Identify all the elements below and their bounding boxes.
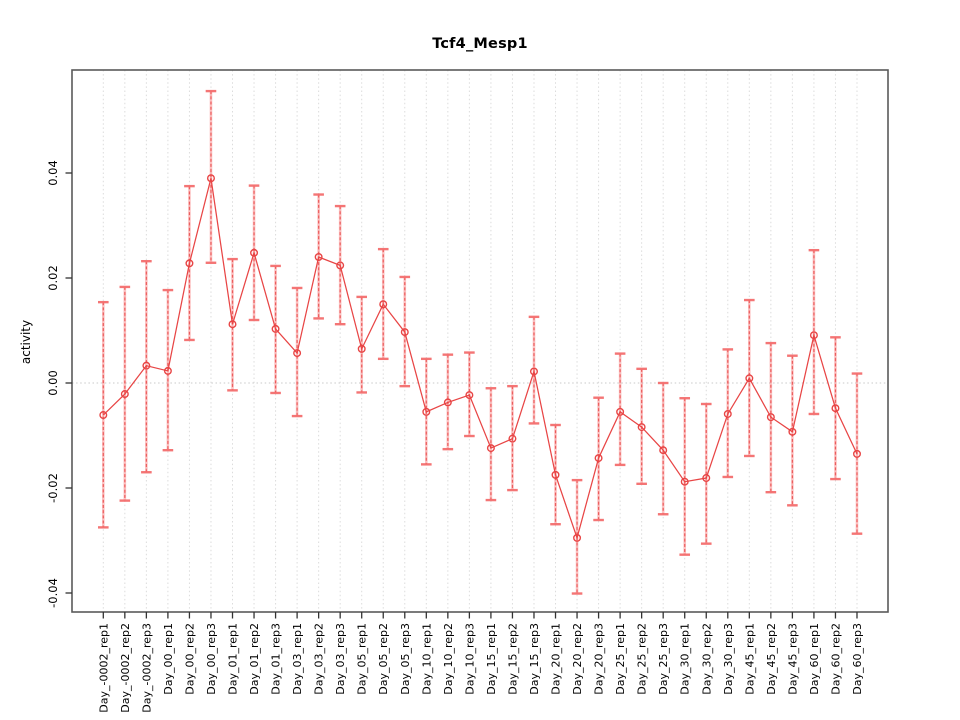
x-tick-label: Day_10_rep3 <box>463 623 476 695</box>
data-point <box>745 374 754 383</box>
data-point <box>163 366 172 375</box>
x-tick-label: Day_01_rep1 <box>227 623 240 695</box>
chart-title: Tcf4_Mesp1 <box>432 36 528 52</box>
x-tick-label: Day_15_rep1 <box>485 623 498 695</box>
x-tick-label: Day_25_rep2 <box>636 623 649 695</box>
data-point <box>271 324 280 333</box>
data-point <box>529 367 538 376</box>
data-point <box>594 454 603 463</box>
data-point <box>336 261 345 270</box>
data-point <box>788 427 797 436</box>
data-point <box>831 404 840 413</box>
data-point <box>659 446 668 455</box>
x-tick-label: Day_20_rep2 <box>571 623 584 695</box>
y-tick-label: 0.02 <box>46 265 60 291</box>
data-point <box>723 409 732 418</box>
x-tick-label: Day_20_rep1 <box>550 623 563 695</box>
y-tick-label: -0.04 <box>46 578 60 608</box>
x-tick-label: Day_25_rep1 <box>614 623 627 695</box>
x-tick-label: Day_01_rep3 <box>270 623 283 695</box>
data-point <box>852 449 861 458</box>
data-point <box>680 477 689 486</box>
data-point <box>465 391 474 400</box>
data-point <box>99 411 108 420</box>
data-point <box>702 474 711 483</box>
x-tick-label: Day_10_rep2 <box>442 623 455 695</box>
data-point <box>120 390 129 399</box>
x-tick-label: Day_60_rep2 <box>829 623 842 695</box>
x-tick-label: Day_30_rep3 <box>722 623 735 695</box>
x-tick-label: Day_60_rep3 <box>851 623 864 695</box>
x-tick-label: Day_00_rep3 <box>205 623 218 695</box>
data-point <box>637 423 646 432</box>
y-tick-label: 0.00 <box>46 370 60 396</box>
data-point <box>293 349 302 358</box>
x-tick-label: Day_30_rep2 <box>700 623 713 695</box>
x-tick-label: Day_25_rep3 <box>657 623 670 695</box>
x-tick-label: Day_45_rep3 <box>786 623 799 695</box>
data-point <box>616 407 625 416</box>
y-tick-label: -0.02 <box>46 473 60 503</box>
data-point <box>573 533 582 542</box>
plot-frame <box>71 69 889 613</box>
x-tick-label: Day_-0002_rep2 <box>119 623 132 713</box>
data-point <box>766 413 775 422</box>
data-point <box>551 470 560 479</box>
x-tick-label: Day_01_rep2 <box>248 623 261 695</box>
data-point <box>809 331 818 340</box>
data-point <box>228 320 237 329</box>
x-tick-label: Day_30_rep1 <box>679 623 692 695</box>
x-tick-label: Day_15_rep2 <box>506 623 519 695</box>
x-tick-label: Day_-0002_rep3 <box>140 623 153 713</box>
x-tick-label: Day_20_rep3 <box>593 623 606 695</box>
x-tick-label: Day_03_rep1 <box>291 623 304 695</box>
data-point <box>142 361 151 370</box>
x-tick-label: Day_45_rep1 <box>743 623 756 695</box>
x-tick-label: Day_-0002_rep1 <box>97 623 110 713</box>
data-point <box>250 248 259 257</box>
data-point <box>357 344 366 353</box>
x-tick-label: Day_03_rep3 <box>334 623 347 695</box>
data-point <box>486 444 495 453</box>
x-tick-label: Day_00_rep2 <box>183 623 196 695</box>
x-tick-label: Day_60_rep1 <box>808 623 821 695</box>
data-point <box>422 407 431 416</box>
x-tick-label: Day_05_rep1 <box>356 623 369 695</box>
x-tick-label: Day_00_rep1 <box>162 623 175 695</box>
x-tick-label: Day_05_rep3 <box>399 623 412 695</box>
x-tick-label: Day_10_rep1 <box>420 623 433 695</box>
x-tick-label: Day_45_rep2 <box>765 623 778 695</box>
y-tick-label: 0.04 <box>46 160 60 186</box>
data-point <box>206 174 215 183</box>
x-tick-label: Day_15_rep3 <box>528 623 541 695</box>
data-point <box>508 434 517 443</box>
data-point <box>443 398 452 407</box>
data-point <box>314 252 323 261</box>
series-line <box>102 178 858 541</box>
data-point <box>185 259 194 268</box>
data-point <box>400 328 409 337</box>
data-point <box>379 300 388 309</box>
x-tick-label: Day_05_rep2 <box>377 623 390 695</box>
x-tick-label: Day_03_rep2 <box>313 623 326 695</box>
